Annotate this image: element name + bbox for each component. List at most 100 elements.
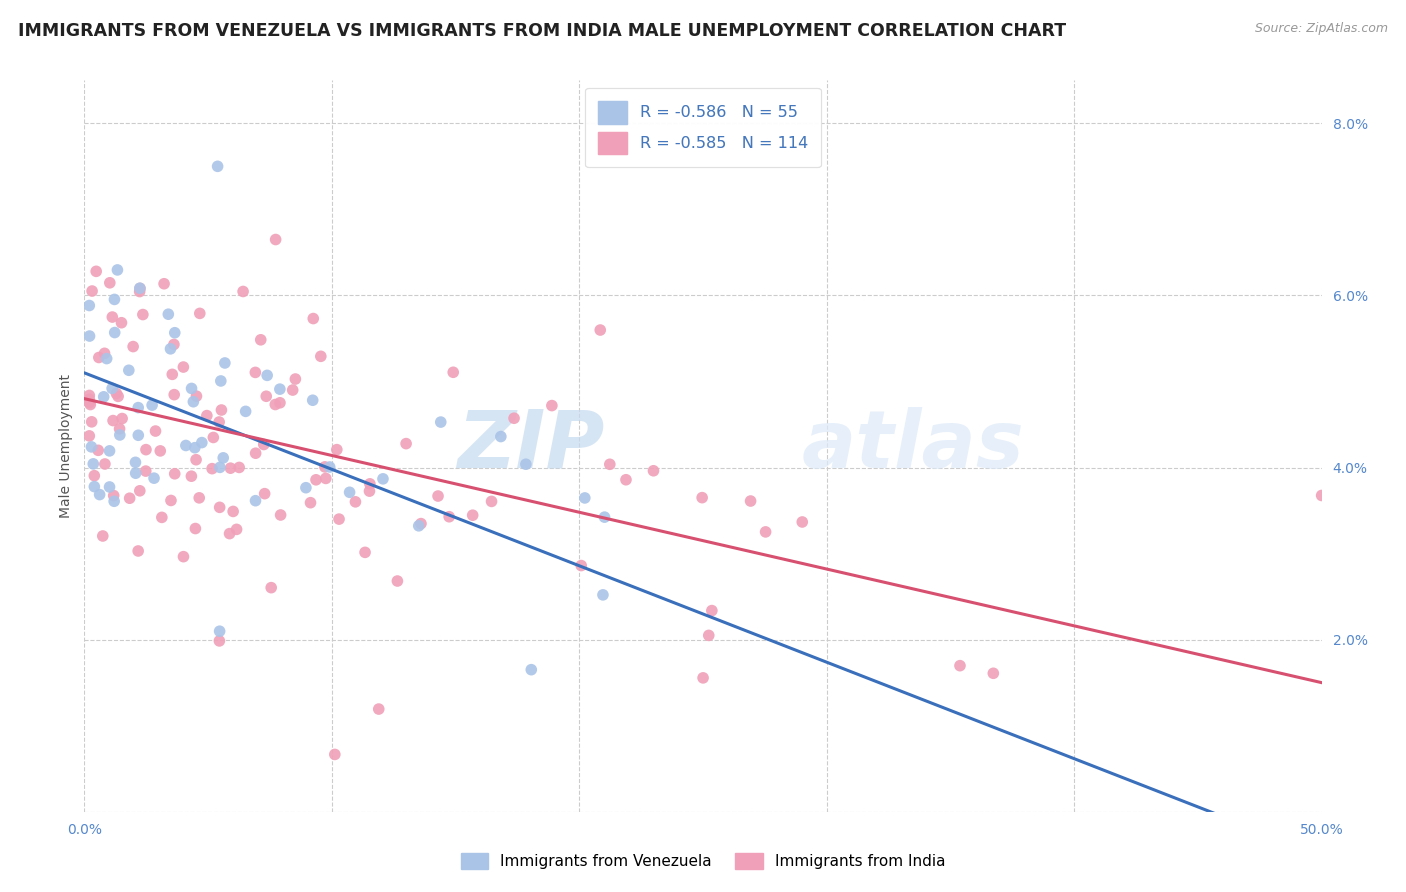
Point bbox=[208, 633, 231, 648]
Point bbox=[232, 285, 254, 299]
Point bbox=[174, 438, 197, 452]
Text: atlas: atlas bbox=[801, 407, 1025, 485]
Point bbox=[209, 403, 232, 417]
Point bbox=[163, 387, 186, 401]
Point bbox=[214, 356, 236, 370]
Point bbox=[103, 489, 125, 503]
Point bbox=[98, 480, 121, 494]
Point bbox=[87, 443, 110, 458]
Point bbox=[245, 493, 267, 508]
Point bbox=[101, 413, 124, 427]
Point bbox=[103, 293, 125, 307]
Point bbox=[264, 397, 287, 411]
Point bbox=[503, 411, 526, 425]
Point bbox=[254, 389, 277, 403]
Point bbox=[315, 471, 337, 485]
Point bbox=[186, 389, 208, 403]
Point bbox=[201, 461, 224, 475]
Point bbox=[149, 443, 172, 458]
Point bbox=[208, 500, 231, 515]
Point bbox=[79, 395, 101, 409]
Point bbox=[150, 510, 173, 524]
Point bbox=[690, 491, 713, 505]
Point bbox=[184, 522, 207, 536]
Point bbox=[592, 588, 614, 602]
Point bbox=[188, 491, 211, 505]
Point bbox=[80, 440, 103, 454]
Point bbox=[359, 484, 381, 499]
Point bbox=[692, 671, 714, 685]
Point bbox=[520, 663, 543, 677]
Point bbox=[80, 415, 103, 429]
Point bbox=[89, 487, 111, 501]
Point bbox=[253, 486, 276, 500]
Point bbox=[127, 401, 149, 415]
Point bbox=[371, 472, 394, 486]
Point bbox=[755, 524, 778, 539]
Point bbox=[643, 464, 665, 478]
Point bbox=[489, 429, 512, 443]
Point bbox=[127, 428, 149, 442]
Point bbox=[245, 446, 267, 460]
Point bbox=[515, 457, 537, 471]
Point bbox=[84, 264, 107, 278]
Point bbox=[128, 281, 150, 295]
Point bbox=[103, 494, 125, 508]
Point bbox=[145, 424, 167, 438]
Point bbox=[981, 666, 1004, 681]
Point bbox=[157, 307, 180, 321]
Point bbox=[105, 386, 128, 401]
Point bbox=[96, 351, 118, 366]
Point bbox=[118, 363, 141, 377]
Point bbox=[163, 326, 186, 340]
Point bbox=[98, 276, 121, 290]
Legend: R = -0.586   N = 55, R = -0.585   N = 114: R = -0.586 N = 55, R = -0.585 N = 114 bbox=[585, 88, 821, 167]
Legend: Immigrants from Venezuela, Immigrants from India: Immigrants from Venezuela, Immigrants fr… bbox=[454, 847, 952, 875]
Point bbox=[79, 299, 101, 313]
Point bbox=[208, 460, 231, 475]
Point bbox=[180, 469, 202, 483]
Point bbox=[104, 326, 127, 340]
Point bbox=[172, 359, 194, 374]
Point bbox=[218, 526, 240, 541]
Point bbox=[408, 518, 430, 533]
Point bbox=[387, 574, 409, 588]
Point bbox=[98, 443, 121, 458]
Point bbox=[82, 457, 104, 471]
Point bbox=[249, 333, 271, 347]
Point bbox=[153, 277, 176, 291]
Point bbox=[253, 437, 276, 451]
Point bbox=[593, 510, 616, 524]
Point bbox=[1310, 488, 1333, 502]
Point bbox=[429, 415, 451, 429]
Point bbox=[302, 311, 325, 326]
Point bbox=[949, 658, 972, 673]
Point bbox=[260, 581, 283, 595]
Point bbox=[792, 515, 814, 529]
Point bbox=[80, 284, 103, 298]
Point bbox=[122, 340, 145, 354]
Point bbox=[427, 489, 450, 503]
Point bbox=[188, 306, 211, 320]
Point bbox=[93, 346, 115, 360]
Point bbox=[264, 233, 287, 247]
Point bbox=[108, 428, 131, 442]
Point bbox=[79, 388, 101, 402]
Point bbox=[79, 329, 101, 343]
Point bbox=[83, 468, 105, 483]
Point bbox=[127, 544, 149, 558]
Point bbox=[256, 368, 278, 383]
Point bbox=[208, 415, 231, 429]
Point bbox=[162, 368, 184, 382]
Point bbox=[79, 398, 101, 412]
Point bbox=[301, 393, 323, 408]
Point bbox=[184, 452, 207, 467]
Point bbox=[129, 281, 152, 295]
Point bbox=[228, 460, 250, 475]
Point bbox=[326, 442, 349, 457]
Point bbox=[339, 485, 361, 500]
Point bbox=[599, 458, 621, 472]
Point bbox=[367, 702, 389, 716]
Point bbox=[191, 435, 214, 450]
Point bbox=[91, 529, 114, 543]
